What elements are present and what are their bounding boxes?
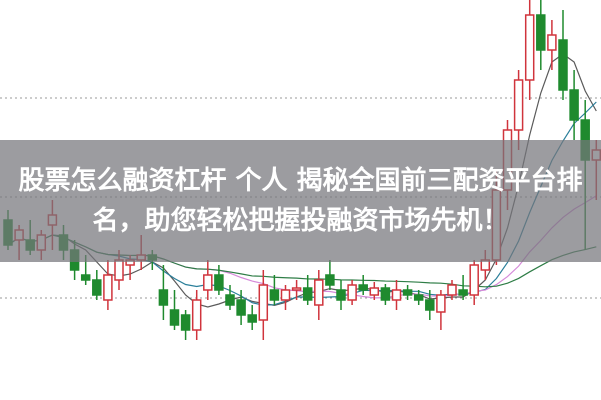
candle-body	[402, 289, 413, 296]
candle-body	[103, 274, 113, 301]
candle-body	[280, 289, 291, 301]
title-banner: 股票怎么融资杠杆 个人 揭秘全国前三配资平台排 名，助您轻松把握投融资市场先机！	[0, 140, 601, 262]
candle-body	[236, 299, 246, 316]
candle-body	[158, 289, 169, 306]
candle-body	[92, 279, 102, 296]
candle-body	[203, 274, 213, 291]
candle-body	[513, 79, 524, 131]
candle-body	[214, 274, 224, 291]
candle-body	[447, 284, 457, 296]
title-line-1: 股票怎么融资杠杆 个人 揭秘全国前三配资平台排	[18, 166, 583, 196]
candle-body	[436, 294, 446, 313]
candle-body	[569, 89, 579, 121]
candle-body	[536, 14, 546, 51]
title-line-2: 名，助您轻松把握投融资市场先机！	[92, 206, 509, 236]
candle-body	[469, 264, 479, 296]
candle-body	[380, 287, 391, 301]
candle-body	[413, 294, 424, 301]
candle-body	[391, 289, 402, 301]
candle-body	[524, 14, 535, 81]
candle-body	[458, 289, 468, 296]
candle-body	[269, 289, 280, 301]
candle-body	[347, 284, 357, 301]
candle-body	[325, 274, 335, 286]
candle-body	[258, 284, 269, 321]
candle-body	[425, 299, 435, 311]
candle-body	[558, 39, 568, 91]
candle-body	[191, 299, 202, 331]
candle-body	[291, 287, 302, 291]
candle-body	[80, 274, 91, 281]
candle-body	[180, 314, 191, 331]
candle-body	[169, 309, 180, 326]
candle-body	[314, 279, 324, 306]
candle-body	[225, 294, 235, 306]
candle-body	[547, 34, 557, 51]
candle-body	[369, 287, 380, 296]
candle-body	[358, 284, 368, 291]
candle-body	[114, 259, 124, 281]
candle-body	[247, 314, 257, 323]
candle-body	[336, 289, 346, 301]
candle-body	[302, 287, 313, 301]
